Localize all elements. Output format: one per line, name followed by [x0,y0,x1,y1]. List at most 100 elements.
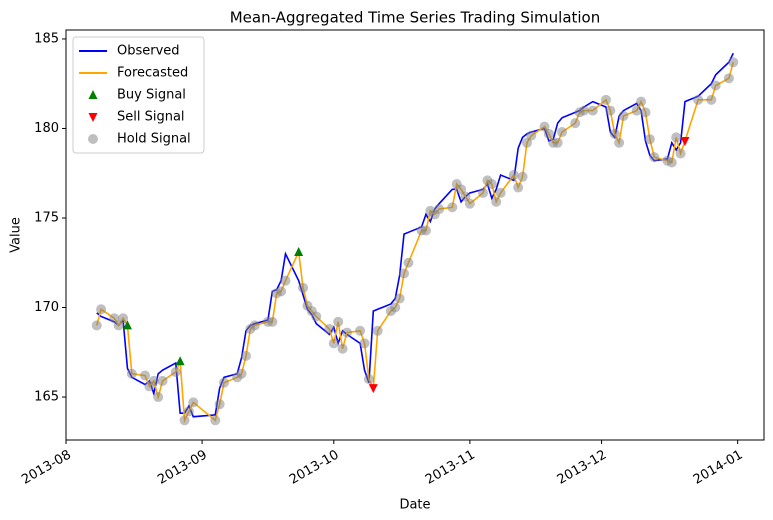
hold-marker [372,325,383,336]
hold-marker [219,377,230,388]
hold-marker [618,110,629,121]
legend-swatch [88,90,98,99]
y-tick-label: 175 [34,210,59,225]
hold-marker [491,196,502,207]
hold-marker [337,343,348,354]
hold-marker [640,107,651,118]
hold-marker [675,148,686,159]
hold-marker [91,320,102,331]
hold-marker [517,171,528,182]
chart-title: Mean-Aggregated Time Series Trading Simu… [230,9,601,27]
sell-marker [368,384,378,394]
hold-marker [636,96,647,107]
hold-marker [464,198,475,209]
hold-marker [521,137,532,148]
hold-marker [359,338,370,349]
hold-marker [276,286,287,297]
series-line [96,52,734,418]
y-tick-label: 185 [34,31,59,46]
hold-marker [478,187,489,198]
hold-marker [579,105,590,116]
hold-marker [153,392,164,403]
hold-marker [539,121,550,132]
hold-marker [324,323,335,334]
hold-marker [614,137,625,148]
legend-label: Forecasted [117,66,188,81]
x-tick-label: 2014-01 [691,448,746,488]
legend-label: Hold Signal [117,132,191,147]
hold-marker [587,105,598,116]
hold-marker [434,204,445,215]
hold-marker [710,80,721,91]
plot-frame [65,29,765,441]
hold-marker [605,105,616,116]
legend-label: Buy Signal [117,88,186,103]
legend-swatch [88,113,98,122]
hold-marker [109,313,120,324]
legend-label: Observed [117,44,180,59]
hold-marker [390,302,401,313]
hold-marker [420,225,431,236]
legend-swatch [88,134,98,144]
hold-marker [508,170,519,181]
hold-marker [183,406,194,417]
hold-marker [188,397,199,408]
x-tick-label: 2013-09 [155,448,210,488]
hold-marker [666,157,677,168]
hold-marker [486,178,497,189]
x-tick-label: 2013-10 [287,448,342,488]
hold-marker [557,127,568,138]
hold-marker [723,73,734,84]
hold-marker [96,304,107,315]
hold-marker [600,94,611,105]
hold-marker [399,268,410,279]
hold-marker [210,415,221,426]
hold-marker [609,128,620,139]
hold-marker [311,311,322,322]
hold-marker [126,368,137,379]
hold-marker [447,202,458,213]
legend-label: Sell Signal [117,110,185,125]
x-tick-label: 2013-11 [423,448,478,488]
hold-marker [179,415,190,426]
hold-marker [170,366,181,377]
hold-marker [249,320,260,331]
hold-marker [240,350,251,361]
hold-marker [513,182,524,193]
hold-marker [552,137,563,148]
hold-marker [267,316,278,327]
hold-marker [118,313,129,324]
hold-marker [644,134,655,145]
hold-marker [394,293,405,304]
hold-marker [148,375,159,386]
hold-marker [693,94,704,105]
hold-marker [728,57,739,68]
hold-marker [495,187,506,198]
hold-marker [333,316,344,327]
buy-marker [175,356,185,366]
hold-marker [298,282,309,293]
hold-marker [671,132,682,143]
hold-marker [236,368,247,379]
hold-marker [706,94,717,105]
buy-marker [294,247,304,257]
hold-marker [157,375,168,386]
hold-marker [543,128,554,139]
hold-marker [460,191,471,202]
hold-marker [214,399,225,410]
x-tick-label: 2013-12 [555,448,610,488]
hold-marker [363,374,374,385]
hold-marker [526,130,537,141]
hold-marker [631,105,642,116]
y-axis-label: Value [9,217,24,253]
hold-marker [649,152,660,163]
hold-marker [280,275,291,286]
hold-marker [570,118,581,129]
hold-marker [113,320,124,331]
hold-marker [403,257,414,268]
legend-box [72,36,205,154]
hold-marker [341,327,352,338]
y-tick-label: 180 [34,121,59,136]
x-axis-label: Date [399,498,430,513]
